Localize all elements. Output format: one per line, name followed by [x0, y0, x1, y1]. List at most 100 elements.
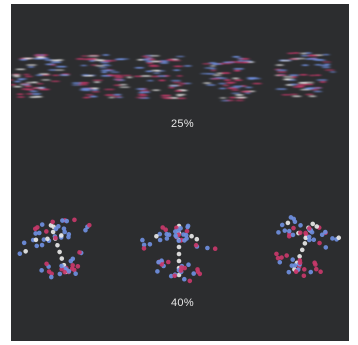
rhinestone-dot	[155, 269, 160, 274]
smear-streak	[32, 87, 39, 89]
rhinestone-dot	[184, 228, 190, 234]
smear-streak	[36, 74, 43, 76]
smear-streak	[150, 55, 160, 57]
rhinestone-dot	[83, 227, 88, 233]
smear-streak	[173, 81, 182, 84]
rhinestone-dot	[187, 278, 193, 284]
rhinestone-dot	[157, 237, 163, 243]
smear-streak	[45, 59, 53, 61]
rhinestone-dot	[72, 217, 77, 223]
smear-streak	[11, 84, 17, 86]
smear-streak	[13, 75, 20, 78]
rhinestone-dot	[191, 271, 196, 276]
smear-streak	[304, 83, 313, 86]
smear-streak	[276, 64, 284, 66]
smear-streak	[145, 70, 153, 73]
smear-streak	[120, 83, 127, 86]
smear-streak	[212, 63, 222, 65]
smear-streak	[152, 60, 160, 63]
smear-streak	[233, 68, 244, 70]
smear-streak	[95, 65, 105, 67]
rhinestone-dot	[297, 230, 303, 236]
smear-streak	[322, 53, 330, 56]
smear-streak	[229, 96, 236, 99]
smear-streak	[173, 69, 180, 71]
smear-streak	[226, 81, 236, 84]
rhinestone-dot	[59, 256, 65, 261]
smear-streak	[33, 54, 43, 57]
smear-streak	[238, 60, 244, 62]
smear-streak	[138, 93, 146, 96]
smear-streak	[138, 88, 145, 90]
rhinestone-dot	[176, 258, 182, 264]
smear-streak	[112, 74, 122, 77]
rhinestone-dot	[57, 271, 63, 277]
rhinestone-dot	[212, 246, 218, 251]
rhinestone-dot	[286, 233, 292, 239]
smear-streak	[302, 64, 309, 66]
rhinestone-dot	[274, 251, 279, 257]
smear-streak	[51, 59, 60, 62]
rhinestone-dot	[61, 226, 67, 231]
smear-streak	[30, 90, 38, 93]
rhinestone-dot	[284, 253, 289, 258]
smear-streak	[79, 82, 89, 84]
smear-streak	[83, 89, 91, 92]
rhinestone-dot	[298, 223, 303, 228]
smear-streak	[16, 68, 25, 71]
rhinestone-dot	[279, 222, 285, 228]
smear-streak	[151, 69, 160, 72]
smear-streak	[122, 74, 132, 77]
rhinestone-dot	[45, 236, 50, 242]
smear-streak	[135, 67, 144, 69]
dotted-butterfly	[274, 215, 342, 279]
smear-streak	[138, 91, 144, 94]
rhinestone-dot	[311, 237, 317, 243]
smear-streak	[114, 76, 124, 78]
smear-streak	[104, 88, 115, 91]
smear-streak	[281, 94, 291, 96]
smear-streak	[94, 59, 104, 61]
rhinestone-dot	[59, 266, 64, 272]
smear-streak	[28, 66, 34, 68]
dotted-butterfly	[17, 217, 92, 280]
rhinestone-dot	[301, 273, 307, 279]
rhinestone-dot	[33, 237, 39, 243]
smear-streak	[92, 79, 103, 82]
smear-streak	[241, 90, 251, 93]
smear-streak	[220, 97, 226, 99]
smear-streak	[309, 74, 315, 77]
rhinestone-dot	[71, 267, 77, 273]
smear-streak	[206, 84, 216, 86]
rhinestone-dot	[62, 269, 68, 275]
smear-streak	[235, 99, 244, 102]
smear-streak	[12, 74, 20, 76]
smear-streak	[85, 94, 94, 96]
smear-streak	[276, 88, 287, 90]
rhinestone-dot	[173, 229, 178, 234]
smear-streak	[166, 59, 174, 61]
smear-streak	[59, 74, 69, 76]
rhinestone-dot	[48, 274, 54, 280]
smear-streak	[142, 55, 149, 58]
smear-streak	[292, 95, 301, 98]
rhinestone-dot	[288, 215, 294, 220]
rhinestone-dot	[178, 226, 183, 231]
rhinestone-dot	[291, 225, 296, 231]
rhinestone-dot	[156, 259, 161, 265]
smear-streak	[319, 81, 326, 83]
smear-streak	[291, 76, 297, 78]
smear-streak	[146, 57, 153, 59]
smear-streak	[322, 61, 331, 63]
rhinestone-dot	[302, 267, 307, 272]
smear-streak	[313, 90, 322, 93]
smear-streak	[119, 86, 130, 88]
smear-streak	[23, 73, 30, 76]
smear-streak	[247, 78, 255, 80]
top-percent-label: 25%	[171, 118, 194, 130]
smear-streak	[202, 63, 211, 65]
smear-streak	[94, 81, 100, 83]
rhinestone-dot	[44, 261, 49, 267]
rhinestone-dot	[164, 236, 170, 241]
smear-streak	[252, 82, 262, 85]
